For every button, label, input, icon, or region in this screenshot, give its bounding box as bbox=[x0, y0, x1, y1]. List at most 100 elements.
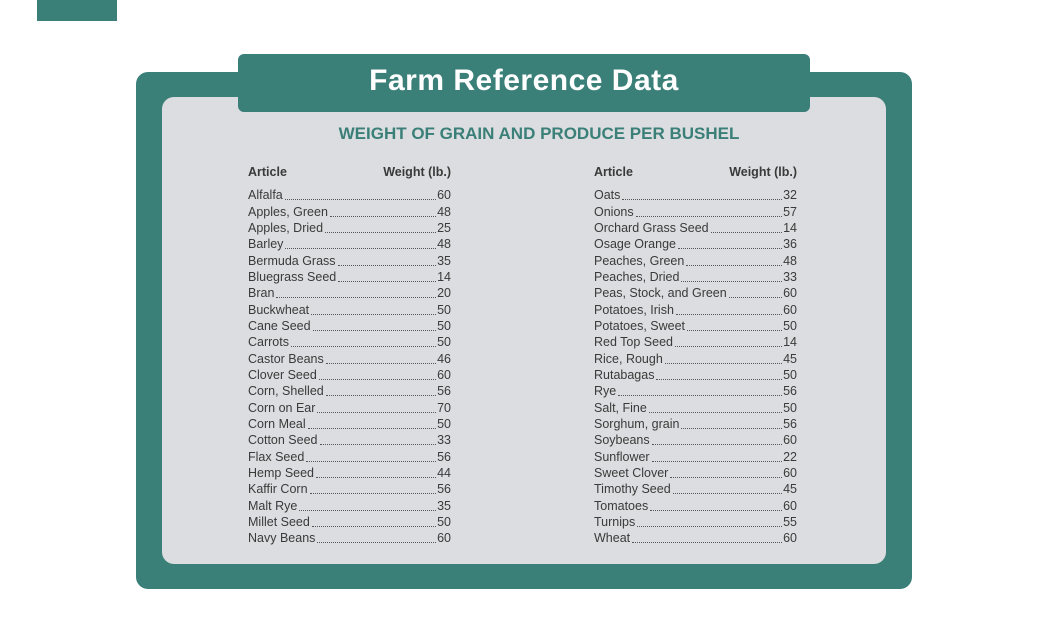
article: Peaches, Dried bbox=[594, 269, 680, 284]
table-row: Millet Seed 50 bbox=[248, 514, 451, 530]
article: Red Top Seed bbox=[594, 335, 673, 350]
table-row: Apples, Green 48 bbox=[248, 203, 451, 219]
table-row: Cotton Seed 33 bbox=[248, 432, 451, 448]
table-row: Bluegrass Seed 14 bbox=[248, 269, 451, 285]
table-row: Peas, Stock, and Green 60 bbox=[594, 285, 797, 301]
weight: 50 bbox=[437, 318, 451, 333]
article: Rutabagas bbox=[594, 367, 655, 382]
weight: 50 bbox=[783, 400, 797, 415]
table-row: Corn, Shelled 56 bbox=[248, 383, 451, 399]
article: Tomatoes bbox=[594, 498, 649, 513]
weight: 25 bbox=[437, 220, 451, 235]
article: Salt, Fine bbox=[594, 400, 647, 415]
column-header: Weight (lb.) bbox=[729, 165, 797, 179]
dot-leader bbox=[618, 395, 783, 397]
weight: 57 bbox=[783, 204, 797, 219]
dot-leader bbox=[675, 313, 783, 315]
article: Peas, Stock, and Green bbox=[594, 286, 727, 301]
article: Corn, Shelled bbox=[248, 384, 324, 399]
table-row: Hemp Seed 44 bbox=[248, 465, 451, 481]
dot-leader bbox=[728, 297, 783, 299]
dot-leader bbox=[687, 329, 783, 331]
weight: 14 bbox=[783, 220, 797, 235]
weight: 45 bbox=[783, 351, 797, 366]
article: Navy Beans bbox=[248, 531, 316, 546]
article: Apples, Dried bbox=[248, 220, 324, 235]
article: Oats bbox=[594, 188, 621, 203]
column-header: Article bbox=[248, 165, 287, 179]
article: Potatoes, Sweet bbox=[594, 318, 686, 333]
dot-leader bbox=[276, 297, 437, 299]
weight: 33 bbox=[783, 269, 797, 284]
dot-leader bbox=[656, 378, 783, 380]
article: Castor Beans bbox=[248, 351, 324, 366]
article: Potatoes, Irish bbox=[594, 302, 674, 317]
article: Cane Seed bbox=[248, 318, 311, 333]
table-row: Rye 56 bbox=[594, 383, 797, 399]
article: Malt Rye bbox=[248, 498, 298, 513]
column-header: Article bbox=[594, 165, 633, 179]
title-tab bbox=[238, 54, 810, 112]
table-row: Barley 48 bbox=[248, 236, 451, 252]
article: Peaches, Green bbox=[594, 253, 685, 268]
dot-leader bbox=[681, 427, 783, 429]
table-row: Onions 57 bbox=[594, 203, 797, 219]
weight: 35 bbox=[437, 498, 451, 513]
dot-leader bbox=[309, 493, 437, 495]
table-row: Apples, Dried 25 bbox=[248, 220, 451, 236]
table-row: Sunflower 22 bbox=[594, 448, 797, 464]
dot-leader bbox=[285, 248, 437, 250]
weight: 56 bbox=[783, 416, 797, 431]
article: Bermuda Grass bbox=[248, 253, 336, 268]
article: Clover Seed bbox=[248, 367, 317, 382]
article: Buckwheat bbox=[248, 302, 310, 317]
table-row: Castor Beans 46 bbox=[248, 350, 451, 366]
table-row: Kaffir Corn 56 bbox=[248, 481, 451, 497]
table-row: Cane Seed 50 bbox=[248, 318, 451, 334]
weight: 60 bbox=[437, 367, 451, 382]
dot-leader bbox=[678, 248, 783, 250]
article: Barley bbox=[248, 237, 284, 252]
weight: 20 bbox=[437, 286, 451, 301]
weight: 60 bbox=[437, 531, 451, 546]
table-row: Potatoes, Sweet 50 bbox=[594, 318, 797, 334]
weight: 45 bbox=[783, 482, 797, 497]
article: Timothy Seed bbox=[594, 482, 671, 497]
dot-leader bbox=[651, 460, 783, 462]
article: Sorghum, grain bbox=[594, 416, 680, 431]
weight: 36 bbox=[783, 237, 797, 252]
table-row: Timothy Seed 45 bbox=[594, 481, 797, 497]
header-row: Article Weight (lb.) bbox=[248, 165, 451, 187]
weight: 60 bbox=[783, 465, 797, 480]
dot-leader bbox=[318, 378, 437, 380]
table-row: Malt Rye 35 bbox=[248, 497, 451, 513]
dot-leader bbox=[635, 215, 783, 217]
weight: 14 bbox=[437, 269, 451, 284]
weight: 56 bbox=[783, 384, 797, 399]
dot-leader bbox=[338, 280, 437, 282]
weight: 60 bbox=[783, 531, 797, 546]
article: Osage Orange bbox=[594, 237, 676, 252]
dot-leader bbox=[325, 395, 437, 397]
dot-leader bbox=[651, 444, 783, 446]
weight: 60 bbox=[783, 433, 797, 448]
dot-leader bbox=[290, 346, 437, 348]
weight: 56 bbox=[437, 482, 451, 497]
weight: 56 bbox=[437, 384, 451, 399]
table-row: Wheat 60 bbox=[594, 530, 797, 546]
dot-leader bbox=[637, 525, 783, 527]
weight: 50 bbox=[783, 318, 797, 333]
dot-leader bbox=[312, 329, 437, 331]
weight: 14 bbox=[783, 335, 797, 350]
dot-leader bbox=[337, 264, 437, 266]
article: Millet Seed bbox=[248, 514, 310, 529]
weight: 50 bbox=[783, 367, 797, 382]
article: Cotton Seed bbox=[248, 433, 318, 448]
weight: 50 bbox=[437, 514, 451, 529]
table-row: Bran 20 bbox=[248, 285, 451, 301]
dot-leader bbox=[686, 264, 783, 266]
table-row: Peaches, Dried 33 bbox=[594, 269, 797, 285]
dot-leader bbox=[307, 427, 437, 429]
table: Article Weight (lb.) Oats 32 Onions 57 Orchard… bbox=[594, 165, 797, 546]
